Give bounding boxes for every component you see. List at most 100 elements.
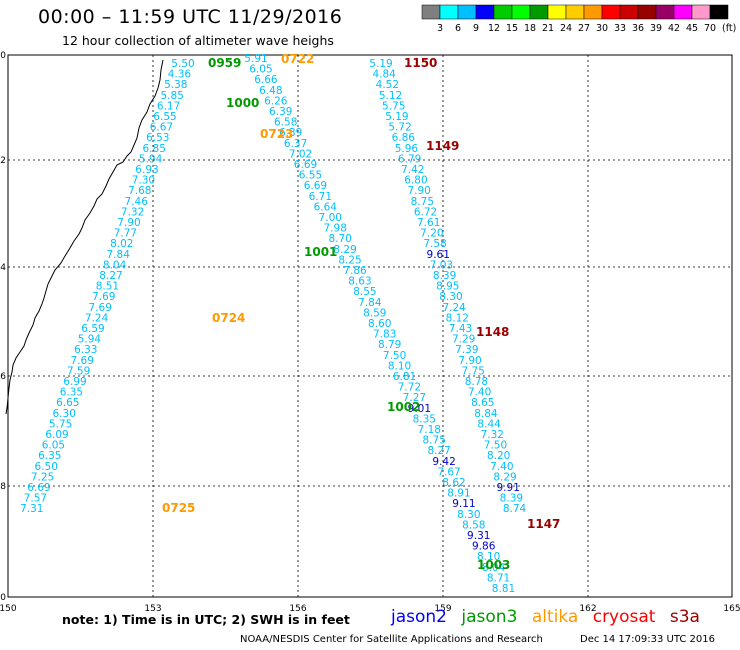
- swh-value: 9.31: [467, 530, 490, 542]
- swh-value: 7.86: [343, 265, 367, 277]
- colorbar-swatch: [619, 4, 639, 20]
- colorbar-swatch: [439, 4, 459, 20]
- swh-value: 7.69: [71, 355, 94, 367]
- pass-time-label: 1003: [477, 558, 510, 572]
- pass-time-label: 1148: [476, 325, 509, 339]
- swh-value: 6.79: [398, 153, 421, 165]
- lon-label: 162: [579, 604, 596, 614]
- colorbar-swatch: [637, 4, 657, 20]
- swh-value: 9.01: [408, 403, 431, 415]
- swh-value: 7.61: [417, 217, 440, 229]
- swh-value: 6.80: [404, 175, 427, 187]
- colorbar-tick-label: 27: [578, 23, 590, 34]
- swh-value: 7.75: [462, 365, 485, 377]
- pass-time-label: 0724: [212, 311, 245, 325]
- colorbar-tick-label: 9: [473, 23, 479, 34]
- swh-value: 8.75: [423, 435, 446, 447]
- swh-value: 6.37: [284, 138, 307, 150]
- swh-value: 8.35: [413, 413, 436, 425]
- swh-value: 5.94: [78, 334, 102, 346]
- colorbar-swatch: [457, 4, 477, 20]
- swh-value: 8.44: [477, 418, 501, 430]
- pass-time-label: 1147: [527, 517, 560, 531]
- swh-value: 6.67: [150, 122, 173, 134]
- swh-value: 8.51: [96, 281, 119, 293]
- swh-value: 7.30: [132, 175, 155, 187]
- swh-value: 8.65: [471, 397, 494, 409]
- swh-value: 8.12: [446, 312, 469, 324]
- swh-value: 6.39: [269, 106, 292, 118]
- swh-value: 6.05: [249, 64, 272, 76]
- lat-label: 36: [0, 372, 6, 382]
- pass-time-label: 1000: [226, 96, 259, 110]
- swh-value: 5.19: [385, 111, 408, 123]
- colorbar-swatch: [493, 4, 513, 20]
- swh-value: 4.52: [376, 79, 399, 91]
- timestamp: Dec 14 17:09:33 UTC 2016: [580, 634, 715, 645]
- swh-value: 6.69: [304, 180, 327, 192]
- pass-time-label: 1001: [304, 245, 337, 259]
- swh-value: 8.39: [433, 270, 456, 282]
- lat-label: 34: [0, 263, 6, 273]
- swh-value: 6.26: [264, 95, 288, 107]
- swh-value: 6.30: [53, 408, 76, 420]
- swh-value: 6.55: [299, 170, 322, 182]
- swh-value: 7.00: [319, 212, 342, 224]
- satellite-legend: jason2 jason3 altika cryosat s3a: [391, 607, 709, 627]
- swh-value: 6.86: [392, 132, 416, 144]
- colorbar-tick-label: 42: [668, 23, 680, 34]
- swh-value: 6.53: [146, 132, 169, 144]
- swh-value: 7.50: [383, 350, 406, 362]
- swh-value: 6.09: [45, 429, 68, 441]
- swh-value: 5.75: [382, 100, 405, 112]
- swh-value: 7.24: [85, 312, 109, 324]
- swh-value: 6.58: [274, 117, 297, 129]
- swh-value: 7.84: [358, 297, 382, 309]
- swh-value: 7.69: [89, 302, 112, 314]
- swh-value: 8.27: [427, 445, 450, 457]
- swh-value: 6.05: [42, 440, 65, 452]
- swh-value: 8.02: [110, 238, 133, 250]
- swh-value: 9.61: [427, 249, 450, 261]
- swh-value: 7.77: [114, 228, 137, 240]
- swh-value: 7.25: [31, 471, 54, 483]
- pass-labels: 0959 1000 1001 1002 1003 0722 0723 0724 0725 1150…: [162, 52, 560, 572]
- swh-value: 8.62: [442, 477, 465, 489]
- lat-label: 40: [0, 593, 6, 603]
- swh-value: 6.50: [35, 461, 58, 473]
- swh-value: 8.81: [492, 583, 515, 595]
- swh-value: 7.29: [452, 334, 475, 346]
- swh-value: 5.75: [49, 418, 72, 430]
- swh-value: 6.55: [153, 111, 176, 123]
- swh-value: 5.12: [379, 90, 402, 102]
- legend-altika: altika: [531, 607, 579, 627]
- swh-value: 8.79: [378, 339, 401, 351]
- swh-value: 8.20: [487, 450, 510, 462]
- pass-time-label: 0723: [260, 127, 293, 141]
- swh-value: 8.84: [474, 408, 498, 420]
- swh-value: 8.04: [103, 259, 127, 271]
- swh-value: 8.95: [436, 281, 459, 293]
- lon-label: 153: [144, 604, 161, 614]
- swh-value: 7.40: [490, 461, 513, 473]
- swh-value: 7.83: [373, 329, 396, 341]
- colorbar-swatch: [529, 4, 549, 20]
- swh-value: 4.36: [168, 69, 192, 81]
- swh-value: 6.81: [393, 371, 416, 383]
- credit-line: NOAA/NESDIS Center for Satellite Applica…: [240, 634, 543, 645]
- lon-label: 159: [434, 604, 451, 614]
- pass-time-label: 1149: [426, 139, 459, 153]
- legend-cryosat: cryosat: [592, 607, 656, 627]
- colorbar-tick-label: 30: [596, 23, 608, 34]
- swh-value: 7.20: [420, 228, 443, 240]
- swh-value: 8.58: [462, 519, 485, 531]
- swh-value: 7.31: [20, 503, 43, 515]
- swh-value: 7.98: [324, 223, 347, 235]
- colorbar-tick-label: 24: [560, 23, 572, 34]
- swh-value: 9.86: [472, 541, 496, 553]
- colorbar-swatch: [673, 4, 693, 20]
- swh-value: 7.42: [401, 164, 424, 176]
- swh-value: 6.39: [279, 127, 302, 139]
- swh-value: 7.90: [117, 217, 140, 229]
- colorbar-tick-label: 45: [686, 23, 698, 34]
